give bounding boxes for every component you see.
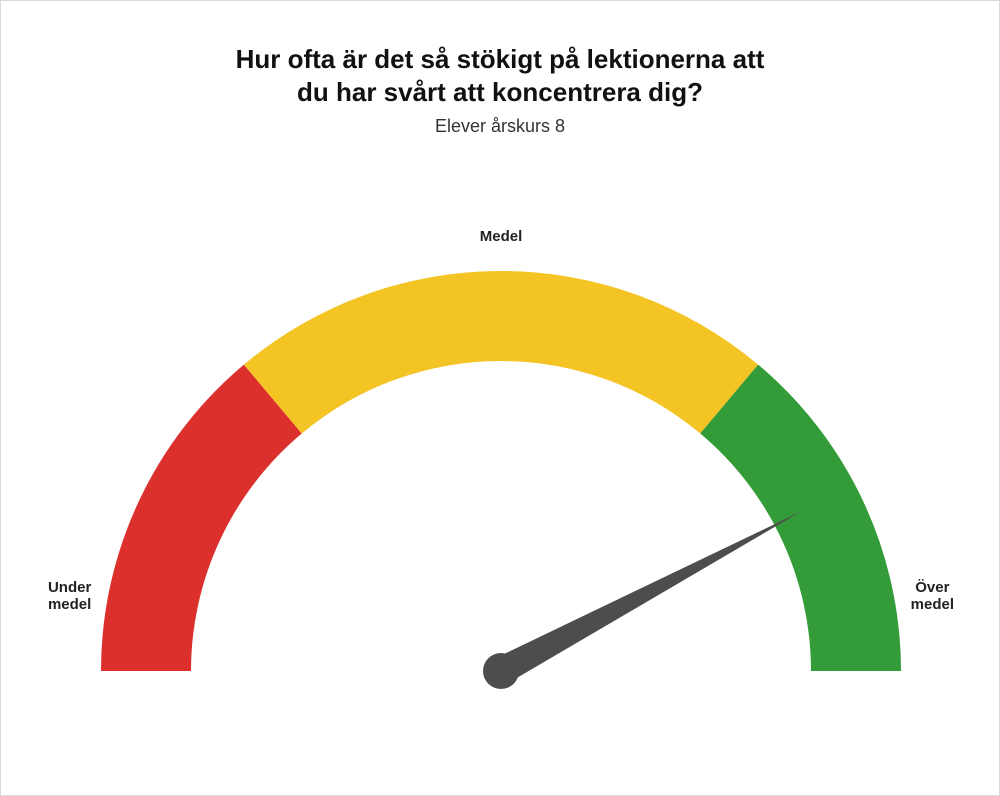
gauge-segment-2 [700,365,901,671]
gauge-svg: Undermedel Medel Övermedel [1,161,1000,781]
gauge-segment-0 [101,365,302,671]
chart-title-line2: du har svårt att koncentrera dig? [297,77,703,107]
gauge-pivot [483,653,519,689]
chart-title: Hur ofta är det så stökigt på lektionern… [1,43,999,108]
chart-subtitle: Elever årskurs 8 [1,116,999,137]
gauge-segment-1 [244,271,758,434]
gauge-label-1: Medel [480,228,523,245]
title-block: Hur ofta är det så stökigt på lektionern… [1,1,999,137]
chart-title-line1: Hur ofta är det så stökigt på lektionern… [236,44,765,74]
gauge-label-2: Övermedel [911,579,954,613]
gauge-chart: Undermedel Medel Övermedel [1,161,999,795]
gauge-label-0: Undermedel [48,579,92,613]
chart-frame: Hur ofta är det så stökigt på lektionern… [0,0,1000,796]
gauge-needle [494,511,801,683]
